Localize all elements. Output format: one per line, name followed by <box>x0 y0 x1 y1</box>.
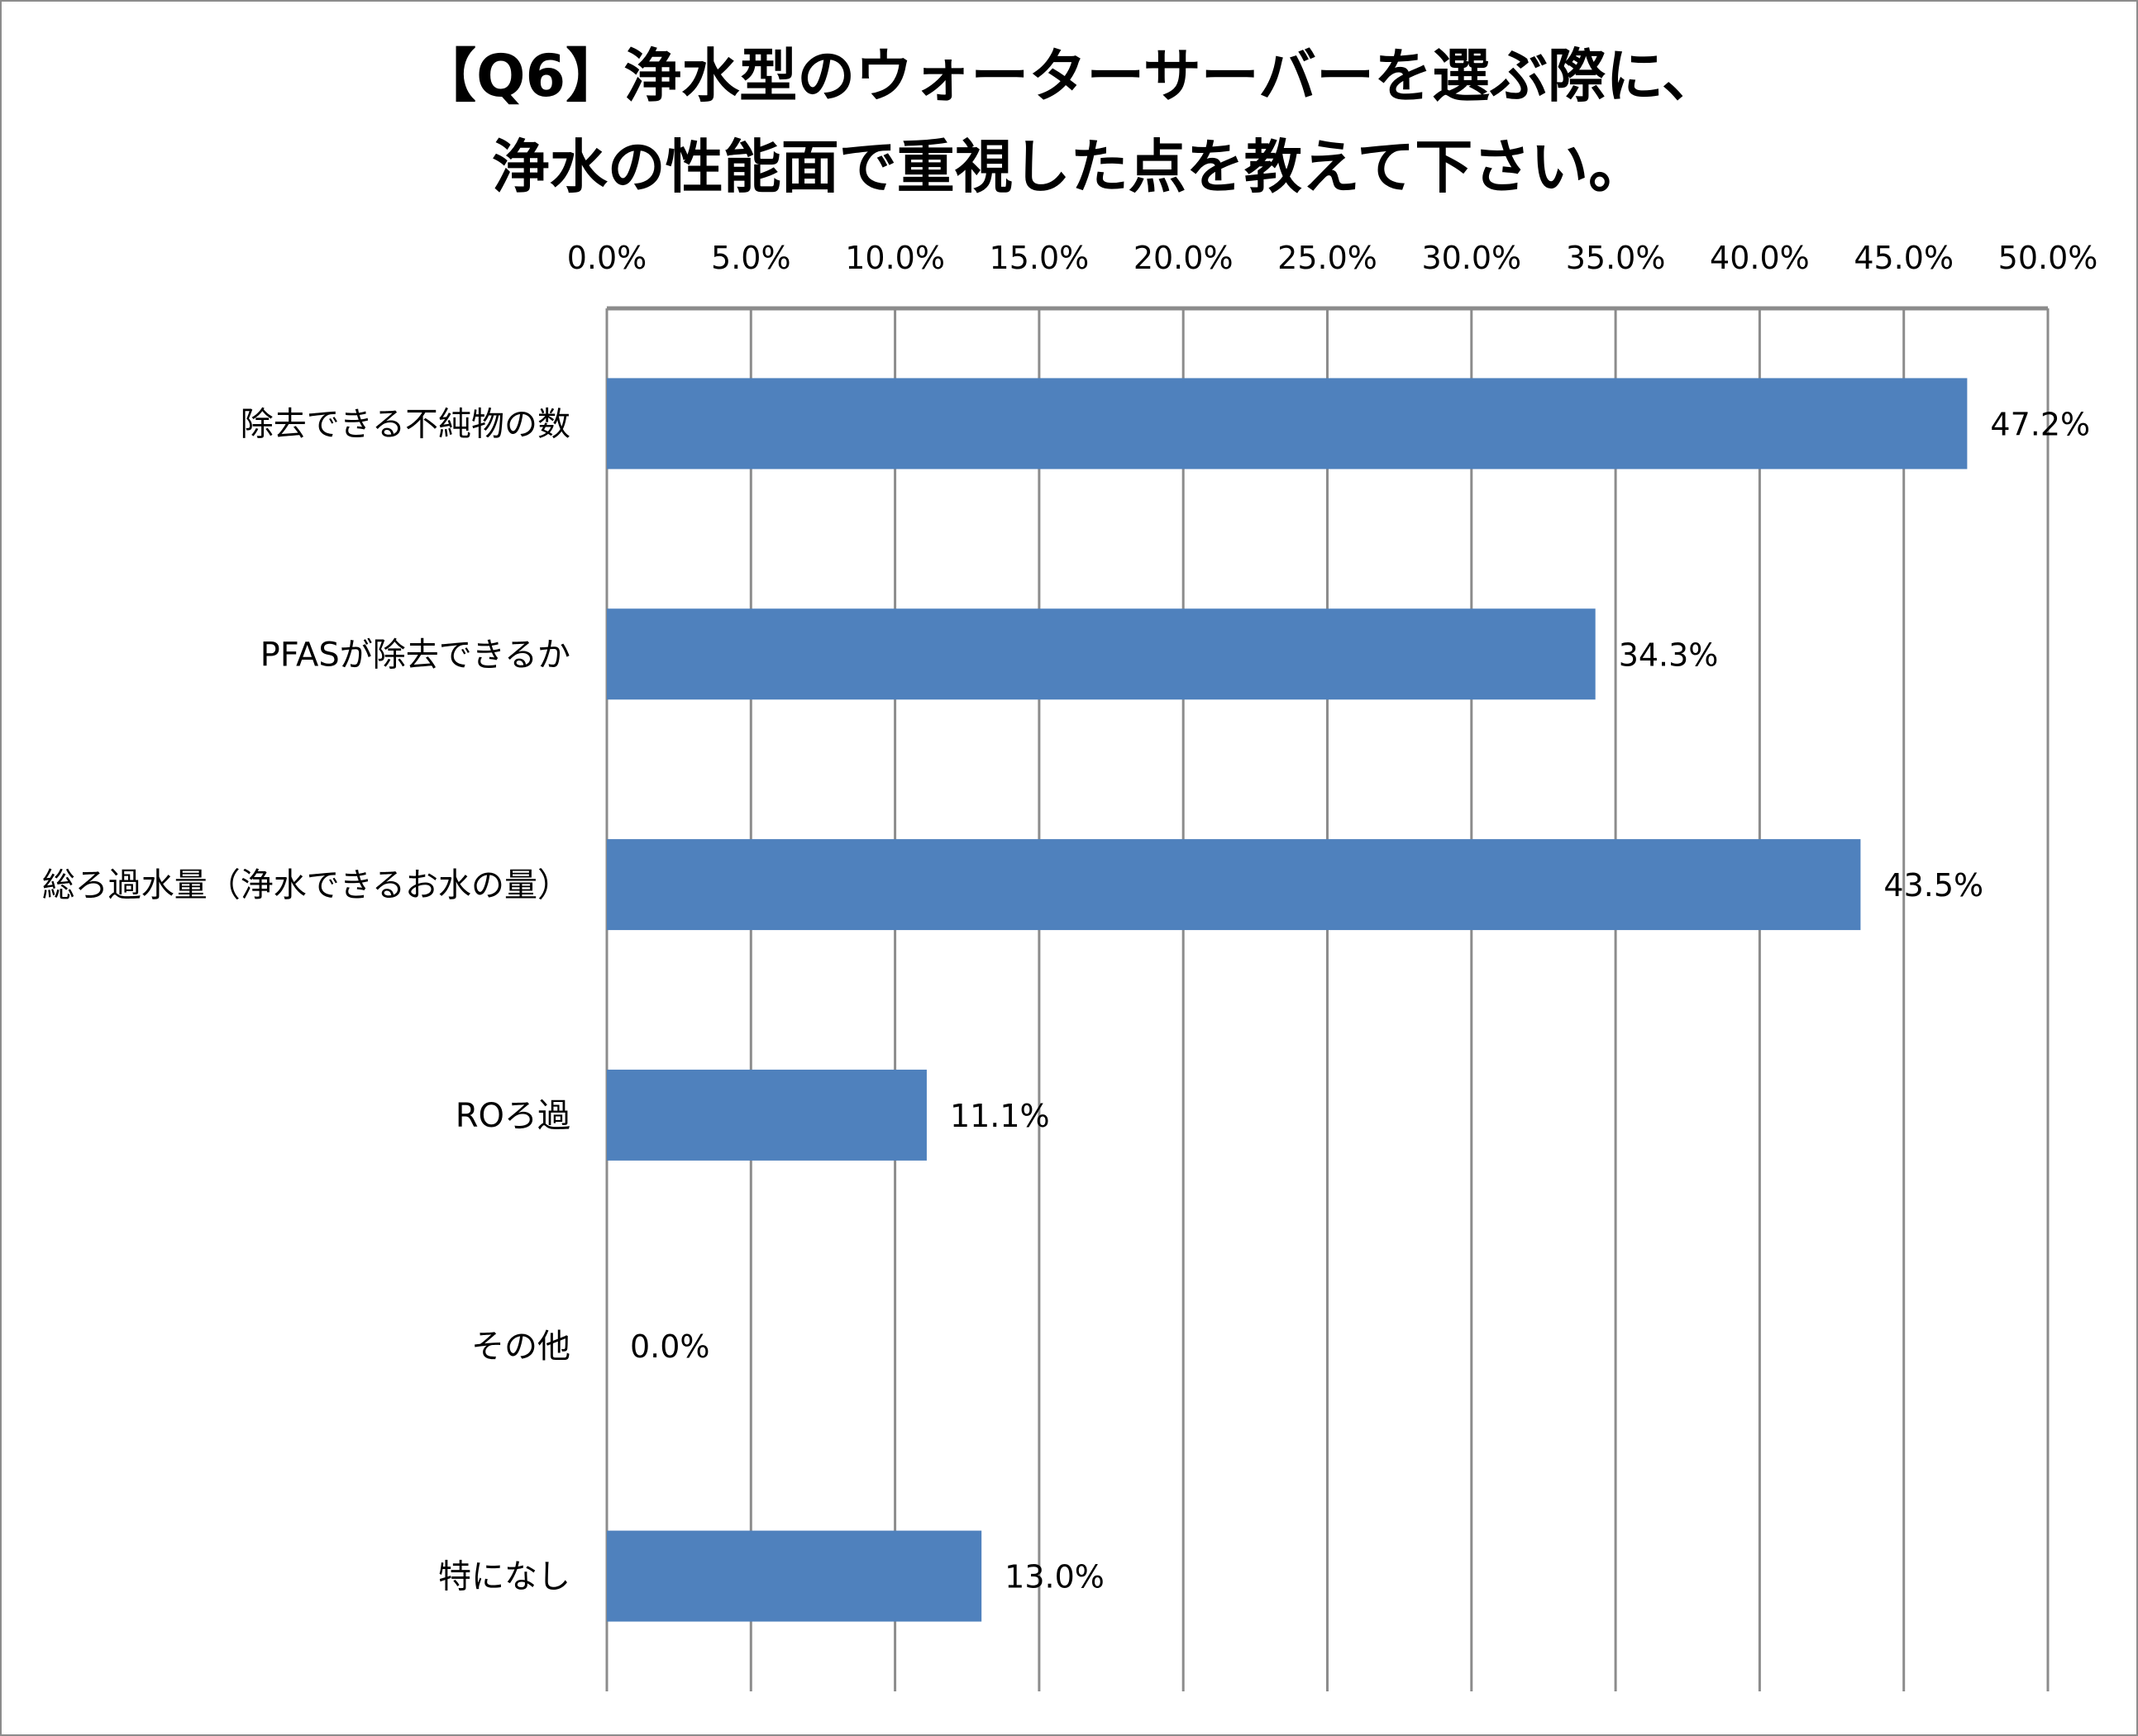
bar <box>607 378 1968 470</box>
x-tick-label: 25.0% <box>1277 240 1377 276</box>
data-label: 0.0% <box>630 1328 710 1365</box>
category-label: 総ろ過水量（浄水できるお水の量） <box>42 866 570 904</box>
bar <box>607 1530 982 1622</box>
x-tick-label: 5.0% <box>711 240 791 276</box>
x-tick-label: 15.0% <box>990 240 1090 276</box>
x-tick-label: 40.0% <box>1710 240 1810 276</box>
data-label: 34.3% <box>1619 637 1719 673</box>
x-tick-label: 45.0% <box>1854 240 1954 276</box>
data-label: 47.2% <box>1990 406 2090 442</box>
x-tick-label: 50.0% <box>1998 240 2098 276</box>
category-label: PFASが除去できるか <box>260 636 570 674</box>
data-label: 43.5% <box>1883 867 1983 904</box>
data-label: 13.0% <box>1005 1559 1105 1595</box>
x-tick-label: 30.0% <box>1421 240 1521 276</box>
category-label: ROろ過 <box>456 1097 570 1135</box>
bar <box>607 608 1596 700</box>
data-label: 11.1% <box>950 1098 1050 1134</box>
category-label: 特になし <box>438 1558 570 1596</box>
chart-title-line-1: 【Q6】浄水型のウォーターサーバーを選ぶ際に、 <box>418 42 1720 110</box>
bar <box>607 839 1861 931</box>
x-tick-label: 0.0% <box>567 240 647 276</box>
chart-title-line-2: 浄水の性能面で重視した点を教えて下さい。 <box>492 133 1647 201</box>
x-tick-label: 20.0% <box>1133 240 1234 276</box>
x-tick-label: 35.0% <box>1566 240 1666 276</box>
category-label: その他 <box>471 1328 570 1366</box>
bar <box>607 1069 927 1161</box>
x-tick-label: 10.0% <box>845 240 945 276</box>
category-label: 除去できる不純物の数 <box>241 405 570 443</box>
